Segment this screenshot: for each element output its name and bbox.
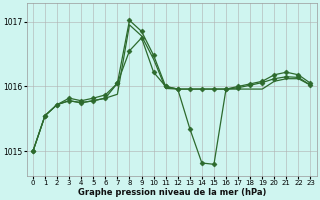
X-axis label: Graphe pression niveau de la mer (hPa): Graphe pression niveau de la mer (hPa)	[77, 188, 266, 197]
